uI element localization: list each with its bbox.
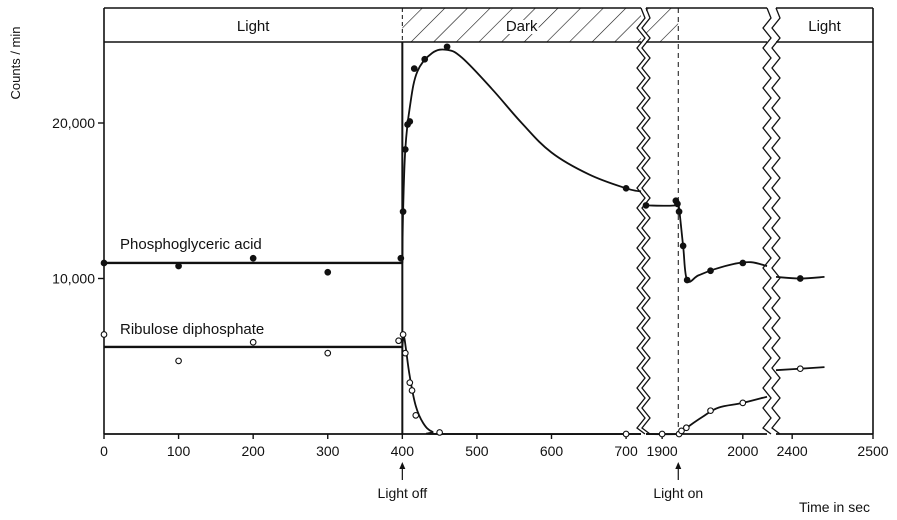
- phosphoglyceric-acid-point-2: [249, 254, 257, 262]
- annotation-arrowhead-light-off: [399, 462, 406, 469]
- x-axis-label: Time in sec: [799, 499, 870, 515]
- phosphoglyceric-acid-point-6: [401, 146, 409, 153]
- x-tick-label-600: 600: [540, 443, 564, 459]
- bar-label-light: Light: [808, 18, 841, 35]
- y-axis-label: Counts / min: [8, 27, 23, 100]
- x-tick-label-300: 300: [316, 443, 340, 459]
- ribulose-diphosphate-point-3: [324, 349, 332, 357]
- light-dark-bar: Light Dark Light: [104, 8, 873, 42]
- ribulose-diphosphate-point-4: [395, 337, 402, 345]
- ribulose-diphosphate-point-6: [401, 349, 409, 357]
- bar-segment-light: [104, 8, 403, 42]
- ribulose-diphosphate-point-5: [399, 331, 407, 338]
- phosphoglyceric-acid-point-15: [674, 200, 681, 208]
- x-tick-label-0: 0: [100, 443, 108, 459]
- ribulose-diphosphate-point-16: [707, 407, 714, 415]
- axis-break-2-left: [762, 7, 772, 435]
- axis-break-2-right: [771, 7, 781, 435]
- phosphoglyceric-acid-curve-2: [645, 199, 768, 283]
- phosphoglyceric-acid-point-1: [175, 262, 182, 270]
- phosphoglyceric-acid-point-19: [707, 267, 714, 275]
- ribulose-diphosphate-point-18: [796, 365, 804, 373]
- x-tick-label-1900: 1900: [647, 443, 678, 459]
- ribulose-diphosphate-point-10: [436, 429, 443, 436]
- axis-break-1-right: [641, 7, 651, 435]
- ribulose-diphosphate-point-14: [678, 427, 685, 435]
- ribulose-diphosphate-point-2: [249, 338, 257, 346]
- ribulose-diphosphate-point-1: [175, 357, 182, 365]
- phosphoglyceric-acid-point-18: [683, 276, 691, 284]
- phosphoglyceric-acid-point-8: [406, 118, 414, 125]
- ribulose-diphosphate-point-7: [406, 379, 414, 387]
- phosphoglyceric-acid-point-4: [397, 254, 405, 262]
- phosphoglyceric-acid-point-10: [421, 55, 429, 63]
- bar-segment-part-2: [646, 8, 679, 42]
- bar-segment-dark: [402, 8, 641, 42]
- phosphoglyceric-acid-curve-1: [401, 48, 642, 264]
- phosphoglyceric-acid-point-0: [100, 259, 108, 267]
- x-tick-label-2500: 2500: [857, 443, 888, 459]
- ribulose-diphosphate-curve-1: [401, 335, 642, 436]
- x-tick-label-2000: 2000: [727, 443, 758, 459]
- ribulose-diphosphate-point-11: [622, 430, 630, 438]
- data-points: [100, 43, 804, 438]
- x-tick-label-500: 500: [465, 443, 489, 459]
- bar-segment-part-3: [678, 8, 767, 42]
- axis-break-1-left: [636, 7, 646, 435]
- ribulose-diphosphate-point-17: [739, 399, 747, 407]
- x-tick-label-100: 100: [167, 443, 191, 459]
- phosphoglyceric-acid-point-20: [739, 259, 747, 267]
- phosphoglyceric-acid-point-3: [324, 268, 332, 276]
- y-tick-label-20000: 20,000: [52, 115, 95, 131]
- ribulose-diphosphate-curve-2: [645, 395, 768, 436]
- series-label-phosphoglyceric-acid: Phosphoglyceric acid: [120, 236, 262, 253]
- phosphoglyceric-acid-point-12: [622, 184, 630, 192]
- ribulose-diphosphate-point-0: [100, 331, 108, 338]
- labels: 10,000 20,000 0 100 200 300 400 500 600 700 1900 20…: [8, 27, 889, 515]
- phosphoglyceric-acid-point-17: [679, 242, 687, 250]
- annotation-light-on: Light on: [653, 485, 703, 501]
- bar-label-light: Light: [237, 18, 270, 35]
- x-tick-label-400: 400: [391, 443, 415, 459]
- series-label-ribulose-diphosphate: Ribulose diphosphate: [120, 321, 264, 338]
- phosphoglyceric-acid-point-9: [410, 65, 418, 72]
- ribulose-diphosphate-point-8: [408, 387, 416, 394]
- ribulose-diphosphate-point-12: [658, 430, 666, 438]
- x-tick-label-700: 700: [614, 443, 638, 459]
- phosphoglyceric-acid-point-11: [443, 43, 451, 51]
- x-tick-label-2400: 2400: [777, 443, 808, 459]
- bar-segment-light: [776, 8, 873, 42]
- x-tick-label-200: 200: [241, 443, 265, 459]
- ribulose-diphosphate-point-15: [682, 424, 690, 432]
- annotation-light-off: Light off: [378, 485, 428, 501]
- annotation-arrowhead-light-on: [675, 462, 682, 469]
- phosphoglyceric-acid-point-5: [399, 208, 407, 215]
- phosphoglyceric-acid-point-13: [642, 202, 650, 209]
- ribulose-diphosphate-point-9: [412, 411, 420, 419]
- bar-label-dark: Dark: [506, 18, 538, 35]
- phosphoglyceric-acid-point-21: [796, 275, 804, 282]
- phosphoglyceric-acid-point-16: [675, 208, 683, 215]
- axes: [98, 7, 874, 439]
- y-tick-label-10000: 10,000: [52, 271, 95, 287]
